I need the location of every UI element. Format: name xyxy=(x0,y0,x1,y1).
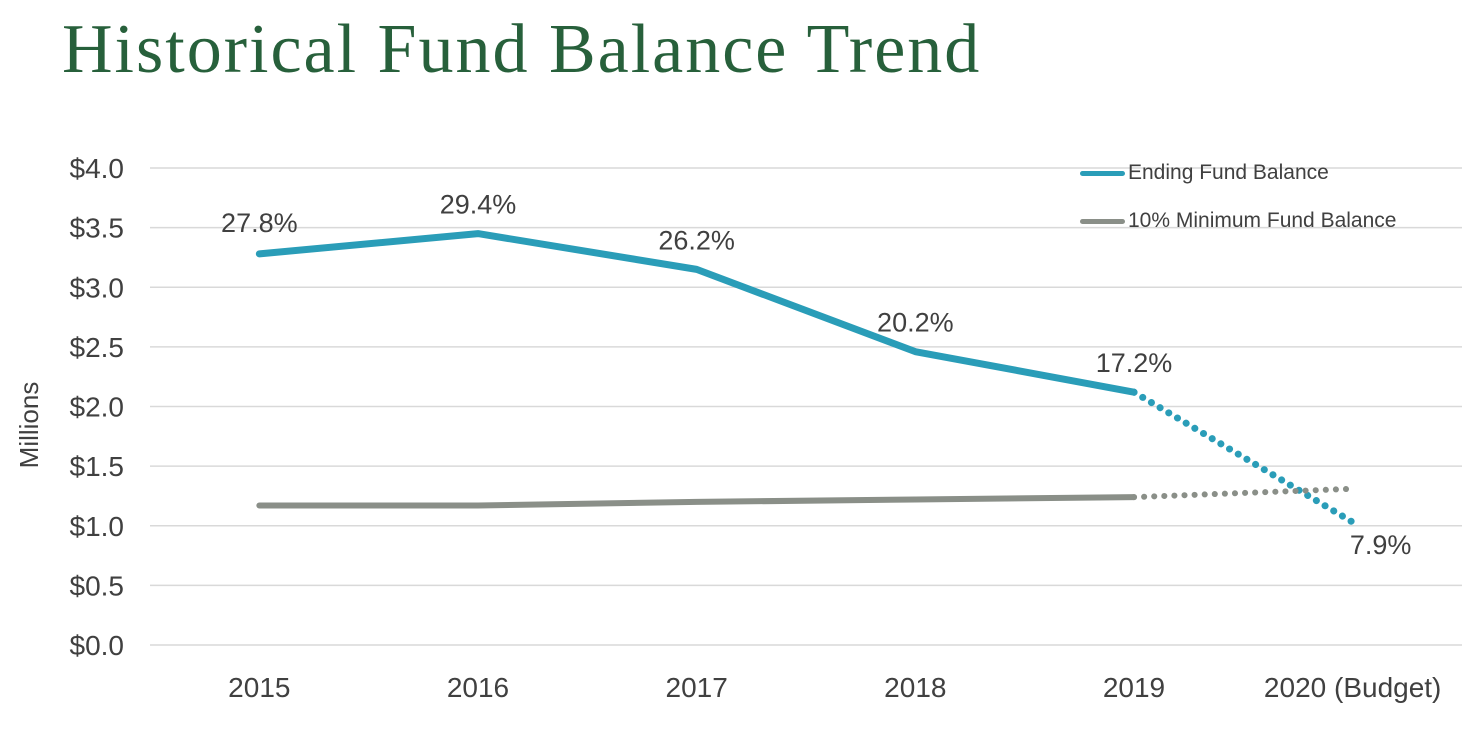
data-label: 27.8% xyxy=(221,208,298,238)
y-tick-label: $1.0 xyxy=(70,511,125,542)
legend-item-ending-fund-balance: Ending Fund Balance xyxy=(1080,160,1396,186)
legend-swatch-minimum-fund-balance-icon xyxy=(1080,218,1125,224)
legend: Ending Fund Balance 10% Minimum Fund Bal… xyxy=(1080,160,1396,256)
x-axis-label: 2015 xyxy=(228,672,290,703)
legend-label-minimum-fund-balance: 10% Minimum Fund Balance xyxy=(1128,209,1397,232)
x-axis-label: 2020 (Budget) xyxy=(1264,672,1441,703)
y-axis-title: Millions xyxy=(14,382,44,469)
y-tick-label: $4.0 xyxy=(70,153,125,184)
y-tick-label: $3.0 xyxy=(70,272,125,303)
series-line-10-minimum-fund-balance xyxy=(256,494,1137,509)
legend-swatch-ending-fund-balance-icon xyxy=(1080,170,1125,176)
chart-title: Historical Fund Balance Trend xyxy=(62,11,982,88)
y-tick-label: $0.5 xyxy=(70,570,125,601)
data-label: 17.2% xyxy=(1096,348,1173,378)
x-tick-labels: 2015 2016 2017 2018 2019 2020 (Budget) xyxy=(228,672,1441,703)
x-axis-label: 2018 xyxy=(884,672,946,703)
y-tick-label: $2.5 xyxy=(70,332,125,363)
data-labels: 27.8% 29.4% 26.2% 20.2% 17.2% 7.9% xyxy=(221,190,1411,561)
data-label: 29.4% xyxy=(440,190,517,220)
series-lines xyxy=(255,230,1357,526)
y-tick-labels: $4.0 $3.5 $3.0 $2.5 $2.0 $1.5 $1.0 $0.5 $0.0 xyxy=(70,153,125,661)
y-tick-label: $0.0 xyxy=(70,630,125,661)
data-label: 26.2% xyxy=(658,225,735,255)
data-label: 7.9% xyxy=(1350,530,1412,560)
x-axis-label: 2016 xyxy=(447,672,509,703)
x-axis-label: 2017 xyxy=(666,672,728,703)
y-tick-label: $3.5 xyxy=(70,213,125,244)
data-label: 20.2% xyxy=(877,308,954,338)
legend-label-ending-fund-balance: Ending Fund Balance xyxy=(1128,161,1329,184)
series-line-forecast-ending-fund-balance xyxy=(1130,388,1357,526)
x-axis-label: 2019 xyxy=(1103,672,1165,703)
y-tick-label: $1.5 xyxy=(70,451,125,482)
series-line-ending-fund-balance xyxy=(255,230,1138,396)
gridlines xyxy=(150,167,1462,646)
y-tick-label: $2.0 xyxy=(70,392,125,423)
series-line-forecast-10-minimum-fund-balance xyxy=(1131,485,1356,501)
legend-item-minimum-fund-balance: 10% Minimum Fund Balance xyxy=(1080,208,1396,234)
